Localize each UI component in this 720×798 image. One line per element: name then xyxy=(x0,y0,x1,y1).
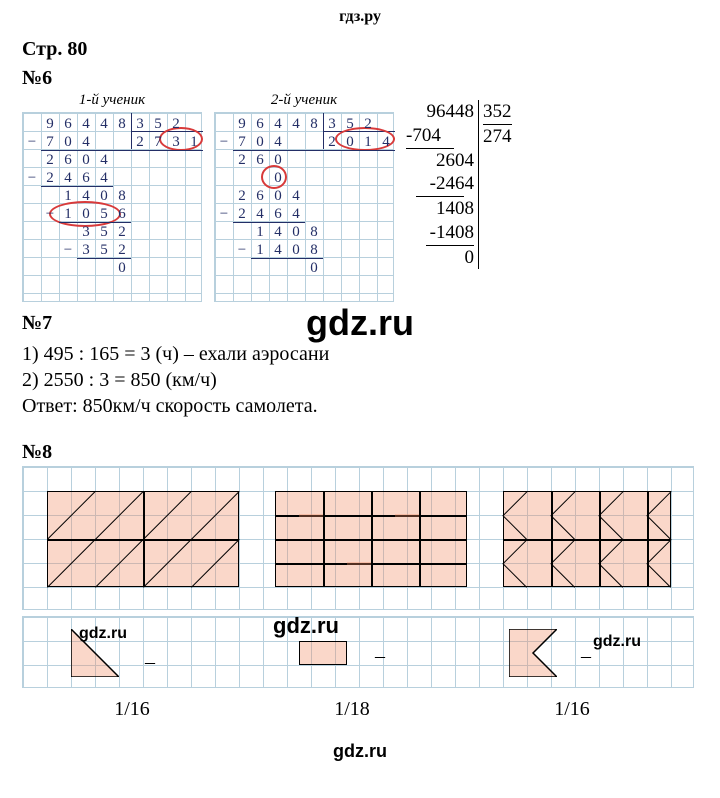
task7-line1: 1) 495 : 165 = 3 (ч) – ехали аэросани xyxy=(22,341,698,367)
task8-top-grid xyxy=(22,466,694,610)
watermark-big-1: gdz.ru xyxy=(306,302,414,344)
footer-watermark: gdz.ru xyxy=(0,731,720,772)
task6-number: №6 xyxy=(0,65,720,92)
student2-label: 2-й ученик xyxy=(214,92,394,109)
quotient: 274 xyxy=(483,125,512,149)
watermark-small-3: gdz.ru xyxy=(593,633,641,651)
unit-rect xyxy=(299,641,347,665)
div-step-1: 2604 xyxy=(436,150,474,171)
student1-grid: 96448352−70427312604−24641408−1056352−35… xyxy=(22,112,202,302)
task7-answer: Ответ: 850км/ч скорость самолета. xyxy=(22,393,698,419)
div-step-2: 2464 xyxy=(436,173,474,194)
task6-row: 1-й ученик 96448352−70427312604−24641408… xyxy=(0,92,720,302)
task7-line2: 2) 2550 : 3 = 850 (км/ч) xyxy=(22,367,698,393)
dash-3: – xyxy=(581,645,591,668)
correct-division: 96448 ‐704 2604 ‐2464 1408 ‐1408 0 352 2… xyxy=(406,92,512,269)
fraction-3: 1/16 xyxy=(462,698,682,721)
fraction-1: 1/16 xyxy=(22,698,242,721)
dash-2: – xyxy=(375,645,385,668)
student2-grid: 96448352−704201426002604−24641408−14080 xyxy=(214,112,394,302)
fractions-row: 1/16 1/18 1/16 xyxy=(0,688,720,731)
task8-area: – – – gdz.ru gdz.ru gdz.ru xyxy=(0,466,720,688)
dash-1: – xyxy=(145,651,155,674)
unit-pentagon xyxy=(509,629,557,677)
task8-number: №8 xyxy=(0,423,720,466)
div-step-0: 704 xyxy=(412,125,441,146)
dividend: 96448 xyxy=(427,101,475,122)
student1-block: 1-й ученик 96448352−70427312604−24641408… xyxy=(22,92,202,302)
watermark-small-1: gdz.ru xyxy=(79,625,127,643)
site-header: гдз.ру xyxy=(0,0,720,34)
fraction-2: 1/18 xyxy=(242,698,462,721)
task8-bottom-grid: – – – gdz.ru gdz.ru gdz.ru xyxy=(22,616,694,688)
page-reference: Стр. 80 xyxy=(0,34,720,65)
task7-body: 1) 495 : 165 = 3 (ч) – ехали аэросани 2)… xyxy=(0,337,720,423)
div-step-5: 0 xyxy=(465,247,475,268)
student1-label: 1-й ученик xyxy=(22,92,202,109)
div-step-4: 1408 xyxy=(436,222,474,243)
watermark-small-2: gdz.ru xyxy=(273,613,339,639)
divisor: 352 xyxy=(483,100,512,125)
student2-block: 2-й ученик 96448352−704201426002604−2464… xyxy=(214,92,394,302)
div-step-3: 1408 xyxy=(436,198,474,219)
